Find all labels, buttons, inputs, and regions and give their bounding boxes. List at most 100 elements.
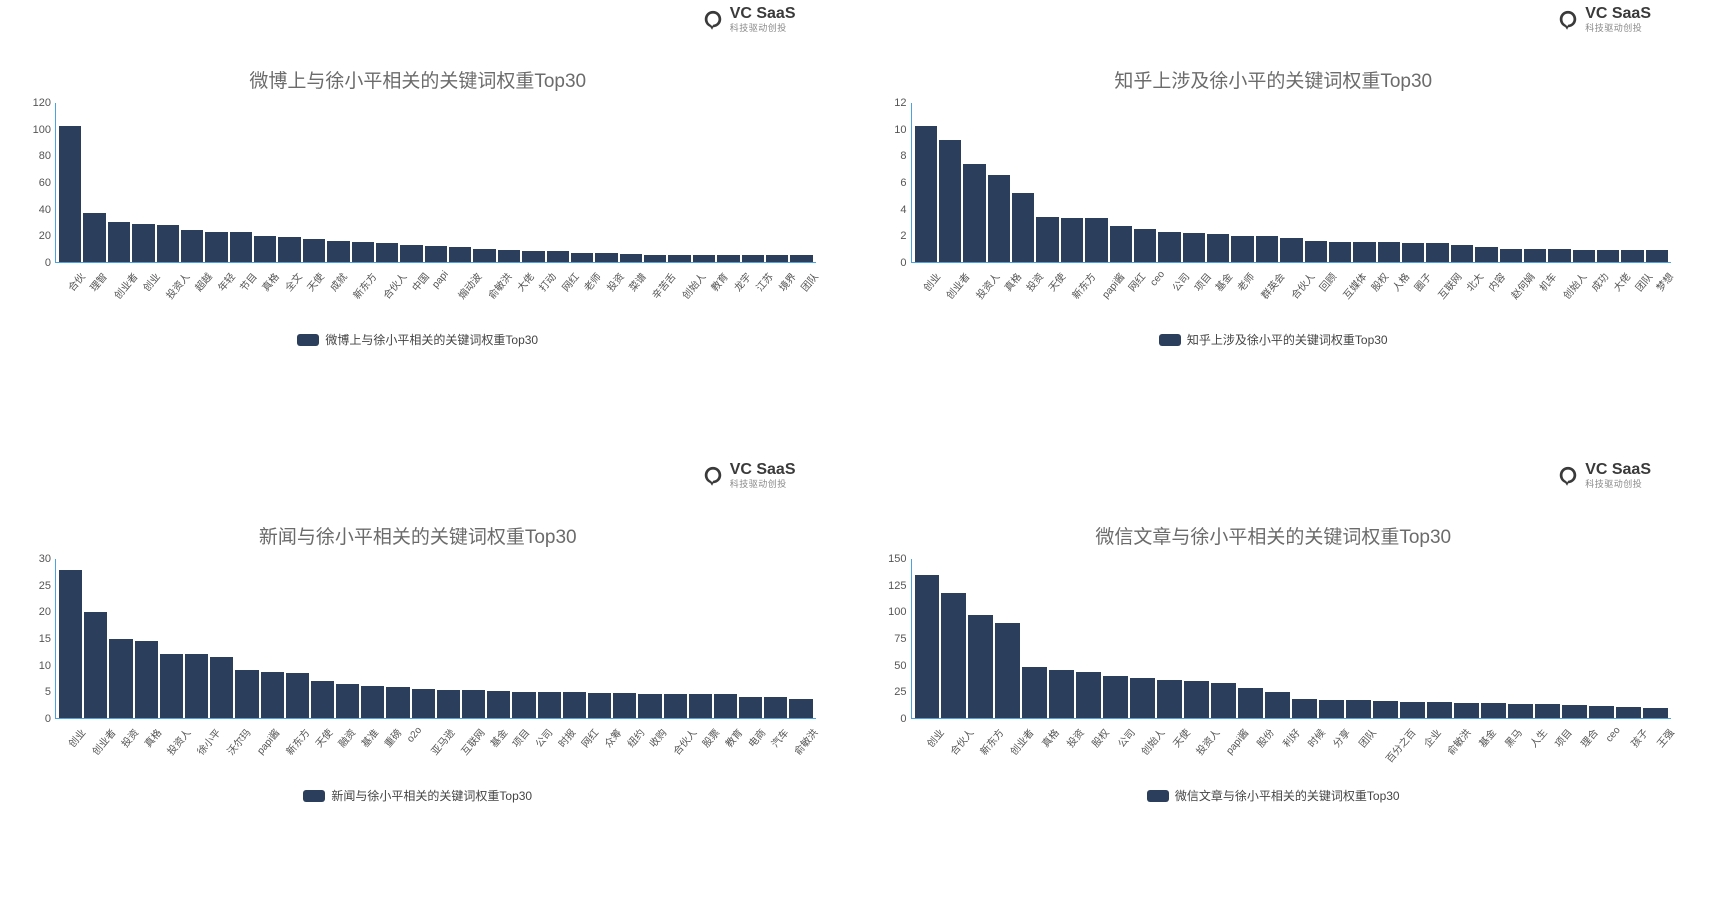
bar bbox=[595, 253, 617, 262]
bar bbox=[547, 251, 569, 262]
vcsaas-logo: VC SaaS科技驱动创投 bbox=[1557, 462, 1651, 489]
bar bbox=[1616, 707, 1641, 718]
bar bbox=[1597, 250, 1619, 262]
vcsaas-logo-mark bbox=[1557, 465, 1579, 487]
bar bbox=[1130, 678, 1155, 718]
bar bbox=[1621, 250, 1643, 262]
logo-main-text: VC SaaS bbox=[730, 462, 796, 478]
bar bbox=[717, 255, 739, 262]
vcsaas-logo: VC SaaS科技驱动创投 bbox=[702, 6, 796, 33]
bar bbox=[522, 251, 544, 262]
y-axis: 024681012 bbox=[876, 103, 912, 263]
y-tick: 5 bbox=[45, 686, 51, 698]
bar bbox=[336, 684, 359, 718]
bar bbox=[1280, 238, 1302, 262]
y-tick: 75 bbox=[894, 633, 906, 645]
bar bbox=[1238, 688, 1263, 718]
bar bbox=[689, 694, 712, 718]
y-tick: 100 bbox=[888, 606, 906, 618]
bar bbox=[1183, 233, 1205, 262]
y-tick: 0 bbox=[900, 257, 906, 269]
bar bbox=[1061, 218, 1083, 262]
bar bbox=[132, 224, 154, 262]
chart-panel-weibo: VC SaaS科技驱动创投微博上与徐小平相关的关键词权重Top300204060… bbox=[0, 0, 856, 456]
bar bbox=[1451, 245, 1473, 262]
logo-sub-text: 科技驱动创投 bbox=[730, 480, 796, 489]
bar bbox=[261, 672, 284, 718]
bars-area bbox=[912, 103, 1672, 263]
bar bbox=[1184, 681, 1209, 718]
bar bbox=[668, 255, 690, 262]
bar bbox=[1305, 241, 1327, 262]
y-tick: 150 bbox=[888, 553, 906, 565]
y-tick: 40 bbox=[39, 204, 51, 216]
bar bbox=[185, 654, 208, 718]
bar bbox=[1353, 242, 1375, 262]
y-tick: 20 bbox=[39, 606, 51, 618]
y-tick: 30 bbox=[39, 553, 51, 565]
x-labels: 创业合伙人新东方创业者真格投资股权公司创始人天使投资人papi酱股份利好时候分享… bbox=[912, 719, 1672, 769]
bar bbox=[1500, 249, 1522, 262]
bar bbox=[693, 255, 715, 262]
y-tick: 2 bbox=[900, 230, 906, 242]
bar bbox=[1378, 242, 1400, 262]
bar bbox=[1036, 217, 1058, 262]
y-tick: 0 bbox=[45, 257, 51, 269]
bar bbox=[1426, 243, 1448, 262]
bar bbox=[766, 255, 788, 262]
bar bbox=[1049, 670, 1074, 718]
y-tick: 100 bbox=[33, 124, 51, 136]
chart-panel-zhihu: VC SaaS科技驱动创投知乎上涉及徐小平的关键词权重Top3002468101… bbox=[856, 0, 1711, 456]
bars-area bbox=[56, 559, 816, 719]
bar bbox=[1646, 250, 1668, 262]
chart-wrap: 020406080100120合伙理智创业者创业投资人超越年轻节目真格全文天使成… bbox=[20, 103, 816, 446]
bar bbox=[963, 164, 985, 262]
legend-label: 微博上与徐小平相关的关键词权重Top30 bbox=[325, 331, 538, 348]
bar bbox=[1110, 226, 1132, 262]
y-tick: 4 bbox=[900, 204, 906, 216]
bar bbox=[941, 593, 966, 718]
bar bbox=[286, 673, 309, 718]
bar bbox=[1012, 193, 1034, 262]
bar bbox=[1508, 704, 1533, 718]
bar bbox=[613, 693, 636, 718]
bar bbox=[352, 242, 374, 262]
bar bbox=[437, 690, 460, 718]
bar bbox=[109, 639, 132, 719]
bar bbox=[230, 232, 252, 262]
bar bbox=[714, 694, 737, 718]
bar bbox=[210, 657, 233, 718]
bar bbox=[278, 237, 300, 262]
bar bbox=[1454, 703, 1479, 718]
logo-main-text: VC SaaS bbox=[730, 6, 796, 22]
y-tick: 125 bbox=[888, 580, 906, 592]
logo-main-text: VC SaaS bbox=[1585, 6, 1651, 22]
bar bbox=[968, 615, 993, 718]
bar bbox=[498, 250, 520, 262]
bar bbox=[254, 236, 276, 263]
y-tick: 25 bbox=[39, 580, 51, 592]
bar bbox=[1211, 683, 1236, 718]
legend-label: 知乎上涉及徐小平的关键词权重Top30 bbox=[1187, 331, 1388, 348]
y-axis: 0255075100125150 bbox=[876, 559, 912, 719]
chart-panel-news: VC SaaS科技驱动创投新闻与徐小平相关的关键词权重Top3005101520… bbox=[0, 456, 856, 912]
bar bbox=[449, 247, 471, 262]
chart-wrap: 051015202530创业创业者投资真格投资人徐小平沃尔玛papi酱新东方天使… bbox=[20, 559, 816, 902]
bar bbox=[789, 699, 812, 718]
bar bbox=[664, 694, 687, 718]
chart-panel-wechat: VC SaaS科技驱动创投微信文章与徐小平相关的关键词权重Top30025507… bbox=[856, 456, 1711, 912]
bar bbox=[108, 222, 130, 262]
bar bbox=[1373, 701, 1398, 718]
y-tick: 10 bbox=[39, 660, 51, 672]
bars-area bbox=[912, 559, 1672, 719]
bar bbox=[739, 697, 762, 718]
bar bbox=[205, 232, 227, 262]
bar bbox=[1157, 680, 1182, 718]
vcsaas-logo-mark bbox=[702, 9, 724, 31]
x-labels: 合伙理智创业者创业投资人超越年轻节目真格全文天使成就新东方合伙人中国papi煽动… bbox=[56, 263, 816, 313]
bar bbox=[1076, 672, 1101, 718]
bar bbox=[181, 230, 203, 262]
y-tick: 50 bbox=[894, 660, 906, 672]
bar bbox=[425, 246, 447, 262]
bar bbox=[1427, 702, 1452, 718]
